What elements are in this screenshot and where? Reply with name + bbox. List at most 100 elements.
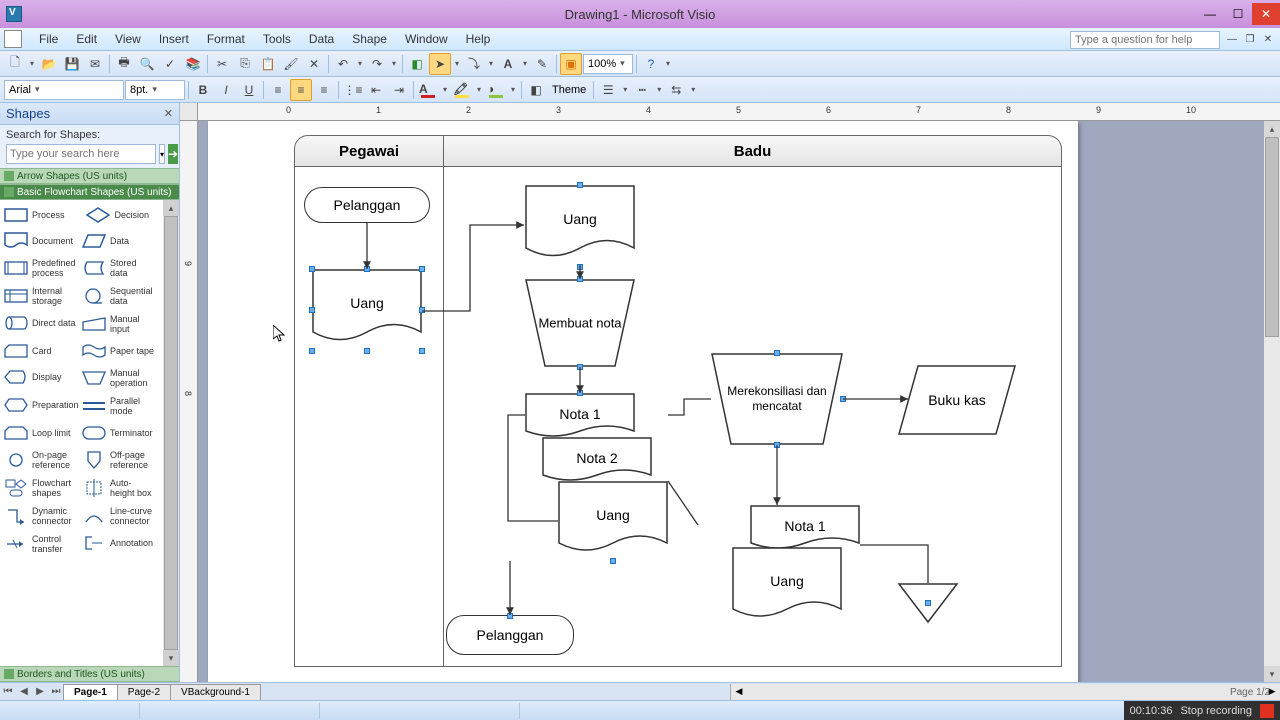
- shape-nota1[interactable]: Nota 1: [525, 393, 635, 437]
- shapes-scroll-thumb[interactable]: [164, 216, 178, 650]
- canvas-vertical-scrollbar[interactable]: ▴ ▾: [1264, 121, 1280, 682]
- tab-nav-prev-button[interactable]: ◀: [16, 684, 32, 700]
- shapes-search-input[interactable]: [6, 144, 156, 164]
- swimlane-header-pegawai[interactable]: Pegawai: [294, 135, 444, 167]
- stencil-basic-flowchart[interactable]: Basic Flowchart Shapes (US units): [0, 184, 179, 200]
- shape-merge-triangle[interactable]: [898, 583, 958, 623]
- research-button[interactable]: 📚: [182, 53, 204, 75]
- theme-icon-button[interactable]: ◧: [525, 79, 547, 101]
- shape-stencil-preparation[interactable]: Preparation: [2, 392, 80, 418]
- shape-uang-doc1[interactable]: Uang: [312, 269, 422, 351]
- shape-stencil-stored-data[interactable]: Stored data: [80, 254, 158, 282]
- align-center-button[interactable]: ≡: [290, 79, 312, 101]
- shape-stencil-annotation[interactable]: Annotation: [80, 530, 158, 556]
- delete-button[interactable]: ✕: [303, 53, 325, 75]
- pointer-dropdown-icon[interactable]: ▾: [452, 53, 462, 75]
- tab-nav-last-button[interactable]: ⏭: [48, 684, 64, 700]
- menu-insert[interactable]: Insert: [150, 29, 198, 49]
- shape-stencil-decision[interactable]: Decision: [84, 202, 162, 228]
- connector-dropdown-icon[interactable]: ▾: [486, 53, 496, 75]
- shape-membuat-nota[interactable]: Membuat nota: [525, 279, 635, 367]
- drawing-canvas[interactable]: Pegawai Badu Pelanggan Uang: [198, 121, 1264, 682]
- scroll-down-button[interactable]: ▾: [1264, 666, 1280, 682]
- stop-recording-icon[interactable]: [1260, 704, 1274, 718]
- mdi-close-button[interactable]: ✕: [1260, 32, 1276, 46]
- shape-stencil-internal-storage[interactable]: Internal storage: [2, 282, 80, 310]
- tab-page-2[interactable]: Page-2: [117, 684, 171, 700]
- fill-dropdown-icon[interactable]: ▾: [508, 79, 518, 101]
- shape-stencil-process[interactable]: Process: [2, 202, 80, 228]
- menu-format[interactable]: Format: [198, 29, 254, 49]
- shape-stencil-line-curve-connector[interactable]: Line-curve connector: [80, 502, 158, 530]
- open-button[interactable]: 📂: [38, 53, 60, 75]
- shape-stencil-dynamic-connector[interactable]: Dynamic connector: [2, 502, 80, 530]
- font-color-dropdown-icon[interactable]: ▾: [440, 79, 450, 101]
- underline-button[interactable]: U: [238, 79, 260, 101]
- swimlane-body-pegawai[interactable]: [294, 167, 444, 667]
- menu-help[interactable]: Help: [457, 29, 500, 49]
- mdi-minimize-button[interactable]: —: [1224, 32, 1240, 46]
- shape-stencil-predefined-process[interactable]: Predefined process: [2, 254, 80, 282]
- shape-stencil-control-transfer[interactable]: Control transfer: [2, 530, 80, 558]
- line-weight-dropdown-icon[interactable]: ▾: [620, 79, 630, 101]
- menu-shape[interactable]: Shape: [343, 29, 396, 49]
- shape-nota1-right[interactable]: Nota 1: [750, 505, 860, 549]
- shape-stencil-document[interactable]: Document: [2, 228, 80, 254]
- shape-stencil-flowchart-shapes[interactable]: Flowchart shapes: [2, 474, 80, 502]
- drawing-page[interactable]: Pegawai Badu Pelanggan Uang: [208, 121, 1078, 682]
- italic-button[interactable]: I: [215, 79, 237, 101]
- shape-uang-right[interactable]: Uang: [732, 547, 842, 627]
- undo-button[interactable]: ↶: [332, 53, 354, 75]
- align-left-button[interactable]: ≡: [267, 79, 289, 101]
- connector-tool-button[interactable]: ⤵: [463, 53, 485, 75]
- redo-dropdown-icon[interactable]: ▾: [389, 53, 399, 75]
- help-button[interactable]: ?: [640, 53, 662, 75]
- tab-page-1[interactable]: Page-1: [63, 684, 118, 700]
- new-button[interactable]: 🗋: [4, 53, 26, 75]
- shape-stencil-parallel-mode[interactable]: Parallel mode: [80, 392, 158, 420]
- line-pattern-button[interactable]: ┅: [631, 79, 653, 101]
- theme-button[interactable]: Theme: [548, 84, 590, 96]
- shape-uang-doc3[interactable]: Uang: [558, 481, 668, 561]
- font-color-button[interactable]: A: [417, 79, 439, 101]
- shape-stencil-loop-limit[interactable]: Loop limit: [2, 420, 80, 446]
- close-button[interactable]: ✕: [1252, 3, 1280, 25]
- mdi-restore-button[interactable]: ❐: [1242, 32, 1258, 46]
- scroll-up-button[interactable]: ▴: [1264, 121, 1280, 137]
- tab-nav-first-button[interactable]: ⏮: [0, 684, 16, 700]
- font-size-select[interactable]: 8pt.: [125, 80, 185, 100]
- print-preview-button[interactable]: 🔍: [136, 53, 158, 75]
- help-search-input[interactable]: [1070, 31, 1220, 49]
- hscroll-left-button[interactable]: ◀: [731, 684, 747, 700]
- menu-data[interactable]: Data: [300, 29, 343, 49]
- shapes-scroll-up-button[interactable]: ▴: [163, 200, 179, 216]
- line-ends-button[interactable]: ⇆: [665, 79, 687, 101]
- line-ends-dropdown-icon[interactable]: ▾: [688, 79, 698, 101]
- shape-stencil-paper-tape[interactable]: Paper tape: [80, 338, 158, 364]
- menu-window[interactable]: Window: [396, 29, 457, 49]
- print-button[interactable]: 🖶: [113, 53, 135, 75]
- shapes-window-button[interactable]: ◧: [406, 53, 428, 75]
- shape-stencil-manual-input[interactable]: Manual input: [80, 310, 158, 338]
- cut-button[interactable]: ✂: [211, 53, 233, 75]
- decrease-indent-button[interactable]: ⇤: [365, 79, 387, 101]
- ink-tool-button[interactable]: ✎: [531, 53, 553, 75]
- stencil-borders-titles[interactable]: Borders and Titles (US units): [0, 666, 179, 682]
- copy-button[interactable]: ⎘: [234, 53, 256, 75]
- redo-button[interactable]: ↷: [366, 53, 388, 75]
- zoom-select[interactable]: 100%: [583, 54, 633, 74]
- bullets-button[interactable]: ⋮≡: [342, 79, 364, 101]
- bold-button[interactable]: B: [192, 79, 214, 101]
- shape-pelanggan[interactable]: Pelanggan: [304, 187, 430, 223]
- shape-merekonsiliasi[interactable]: Merekonsiliasi dan mencatat: [711, 353, 843, 445]
- pointer-tool-button[interactable]: ➤: [429, 53, 451, 75]
- tab-vbackground[interactable]: VBackground-1: [170, 684, 261, 700]
- text-dropdown-icon[interactable]: ▾: [520, 53, 530, 75]
- email-button[interactable]: ✉: [84, 53, 106, 75]
- shape-stencil-terminator[interactable]: Terminator: [80, 420, 158, 446]
- font-select[interactable]: Arial: [4, 80, 124, 100]
- menu-tools[interactable]: Tools: [254, 29, 300, 49]
- shape-stencil-off-page-reference[interactable]: Off-page reference: [80, 446, 158, 474]
- maximize-button[interactable]: ☐: [1224, 3, 1252, 25]
- shape-buku-kas[interactable]: Buku kas: [898, 365, 1016, 435]
